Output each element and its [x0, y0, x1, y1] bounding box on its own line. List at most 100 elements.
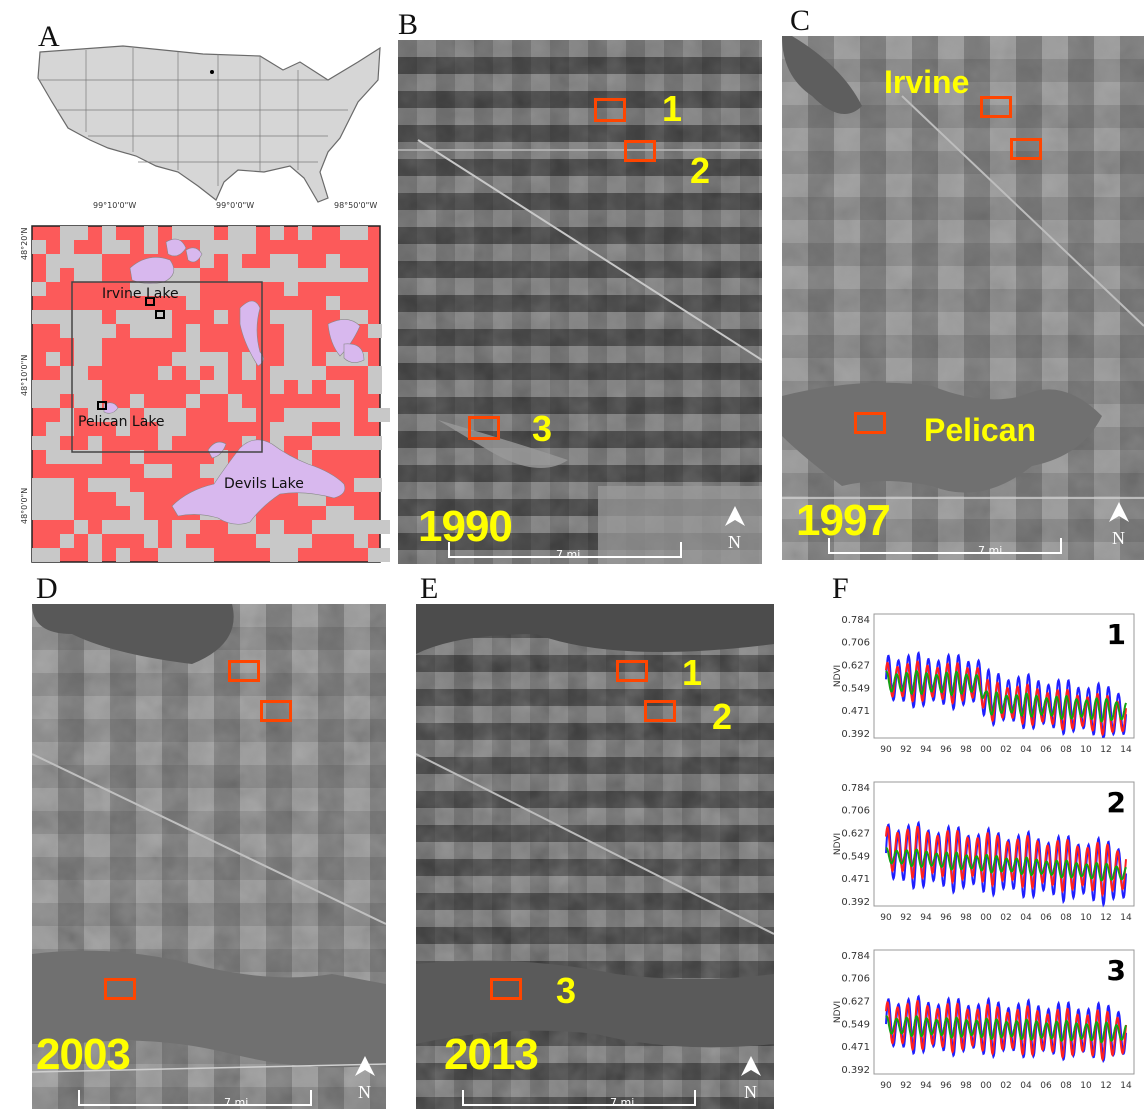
land-cell: [172, 548, 200, 562]
y-tick-label: 0.706: [841, 974, 870, 985]
land-cell: [32, 436, 46, 450]
aerial-2013-panel: 1 2 3 2013 7 mi N: [416, 604, 774, 1109]
land-cell: [270, 226, 284, 240]
land-cell: [88, 408, 102, 422]
site-label-3: 3: [532, 408, 553, 449]
land-cell: [186, 296, 200, 310]
land-cell: [144, 282, 158, 296]
land-cell: [214, 310, 228, 324]
land-cell: [186, 352, 200, 366]
x-tick-label: 98: [960, 913, 972, 923]
land-cell: [46, 422, 60, 436]
land-cell: [88, 324, 116, 338]
site-box-2: [260, 700, 292, 722]
study-area-map-container: 99°10'0"W 99°0'0"W 98°50'0"W 48°20'N 48°…: [18, 194, 396, 566]
devils-lake-label: Devils Lake: [224, 476, 304, 492]
land-cell: [116, 548, 130, 562]
land-cell: [354, 534, 368, 548]
aerial-1990-panel: 1 2 3 1990 7 mi N: [398, 40, 762, 564]
scale-label: 7 mi: [556, 548, 581, 561]
ndvi-series-line: [885, 820, 1127, 908]
x-tick-label: 04: [1020, 1081, 1032, 1091]
x-tick-label: 94: [920, 1081, 932, 1091]
land-cell: [298, 534, 312, 548]
y-tick-label: 0.706: [841, 638, 870, 649]
x-tick-label: 92: [900, 745, 911, 755]
land-cell: [144, 324, 158, 338]
land-cell: [186, 226, 200, 240]
year-label: 2013: [444, 1030, 539, 1079]
lat-tick-1: 48°20'N: [20, 227, 29, 260]
land-cell: [74, 338, 88, 352]
land-cell: [340, 380, 354, 394]
land-cell: [88, 534, 102, 548]
x-tick-label: 96: [940, 913, 952, 923]
land-cell: [270, 422, 298, 436]
land-cell: [116, 492, 144, 506]
aerial-1997-panel: Irvine Pelican 1997 7 mi N: [782, 36, 1144, 560]
land-cell: [74, 324, 88, 338]
x-tick-label: 90: [880, 913, 892, 923]
land-cell: [214, 366, 228, 380]
x-tick-label: 94: [920, 745, 932, 755]
study-extent-box: [71, 281, 263, 453]
land-cell: [340, 268, 354, 282]
land-cell: [74, 450, 102, 464]
land-cell: [200, 254, 214, 268]
ndvi-series-line: [885, 847, 1127, 882]
x-tick-label: 14: [1120, 745, 1132, 755]
land-cell: [130, 310, 144, 324]
y-axis-label: NDVI: [833, 1001, 843, 1023]
land-cell: [46, 310, 74, 324]
x-tick-label: 02: [1000, 1081, 1011, 1091]
land-cell: [186, 338, 200, 352]
land-cell: [228, 394, 242, 408]
land-cell: [270, 520, 284, 534]
land-cell: [60, 366, 88, 380]
site-box-1: [594, 98, 626, 122]
land-cell: [130, 282, 144, 296]
x-tick-label: 02: [1000, 913, 1011, 923]
land-cell: [284, 282, 298, 296]
land-cell: [158, 422, 186, 436]
x-tick-label: 06: [1040, 913, 1052, 923]
land-cell: [32, 310, 46, 324]
lon-tick-1: 99°10'0"W: [93, 201, 136, 210]
land-cell: [284, 268, 312, 282]
land-cell: [228, 240, 256, 254]
land-cell: [200, 240, 228, 254]
site-box-1: [980, 96, 1012, 118]
scale-label: 7 mi: [610, 1096, 635, 1109]
y-tick-label: 0.706: [841, 806, 870, 817]
land-cell: [144, 520, 158, 534]
land-cell: [74, 380, 88, 394]
land-cell: [88, 338, 102, 352]
land-cell: [298, 408, 326, 422]
svg-text:N: N: [1112, 528, 1125, 548]
irvine-lake-label: Irvine Lake: [102, 286, 179, 302]
land-cell: [326, 254, 340, 268]
north-arrow-icon: N: [355, 1056, 375, 1102]
land-cell: [326, 506, 340, 520]
land-cell: [32, 548, 60, 562]
land-cell: [60, 240, 74, 254]
land-cell: [312, 436, 326, 450]
land-cell: [116, 310, 130, 324]
y-tick-label: 0.471: [841, 874, 870, 885]
x-tick-label: 98: [960, 745, 972, 755]
aerial-2003-panel: 2003 7 mi N: [32, 604, 386, 1109]
land-cell: [158, 548, 172, 562]
land-cell: [116, 520, 130, 534]
panel-label-a: A: [38, 20, 60, 53]
land-cell: [144, 408, 172, 422]
land-cell: [326, 268, 340, 282]
land-cell: [228, 226, 256, 240]
land-cell: [88, 352, 102, 366]
x-tick-label: 10: [1080, 1081, 1092, 1091]
land-cell: [200, 226, 214, 240]
pelican-lake-shape: [103, 402, 119, 414]
year-label: 2003: [36, 1030, 131, 1079]
land-cell: [242, 408, 256, 422]
scale-bar: [462, 1090, 696, 1106]
land-cell: [144, 226, 158, 240]
